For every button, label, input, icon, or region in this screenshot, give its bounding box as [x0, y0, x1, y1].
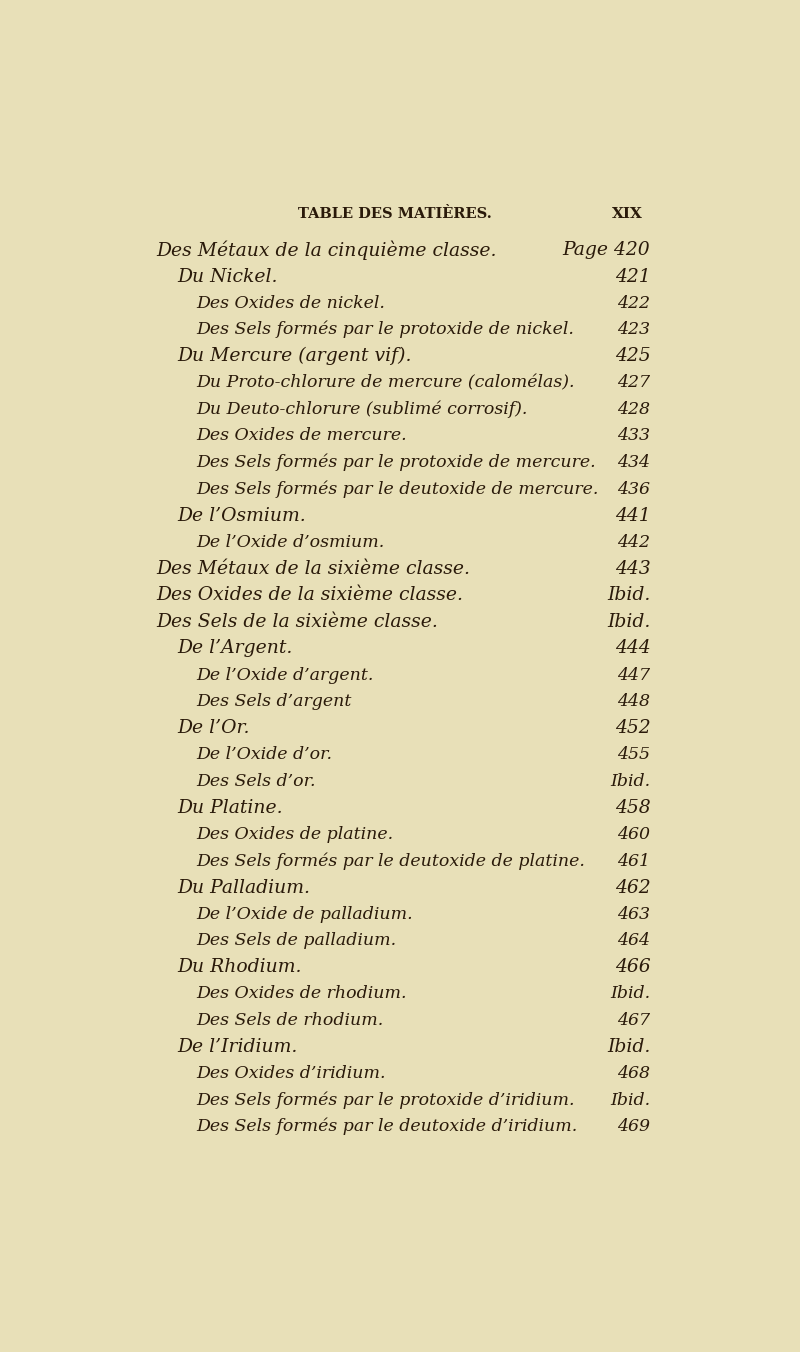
Text: Des Sels formés par le deutoxide d’iridium.: Des Sels formés par le deutoxide d’iridi…: [196, 1118, 578, 1136]
Text: Ibid.: Ibid.: [607, 587, 650, 604]
Text: 421: 421: [614, 268, 650, 285]
Text: 441: 441: [614, 507, 650, 525]
Text: 428: 428: [618, 402, 650, 418]
Text: 443: 443: [614, 560, 650, 577]
Text: De l’Iridium.: De l’Iridium.: [178, 1038, 298, 1056]
Text: Des Sels formés par le deutoxide de mercure.: Des Sels formés par le deutoxide de merc…: [196, 480, 598, 498]
Text: 425: 425: [614, 347, 650, 365]
Text: 433: 433: [618, 427, 650, 445]
Text: Des Oxides de nickel.: Des Oxides de nickel.: [196, 295, 385, 312]
Text: Ibid.: Ibid.: [610, 986, 650, 1002]
Text: De l’Oxide d’osmium.: De l’Oxide d’osmium.: [196, 534, 384, 550]
Text: 455: 455: [618, 746, 650, 764]
Text: Ibid.: Ibid.: [607, 612, 650, 631]
Text: Des Sels de la sixième classe.: Des Sels de la sixième classe.: [156, 612, 438, 631]
Text: 466: 466: [614, 959, 650, 976]
Text: 436: 436: [618, 480, 650, 498]
Text: De l’Osmium.: De l’Osmium.: [178, 507, 306, 525]
Text: 462: 462: [614, 879, 650, 896]
Text: 463: 463: [618, 906, 650, 922]
Text: 467: 467: [618, 1011, 650, 1029]
Text: 422: 422: [618, 295, 650, 312]
Text: Des Sels formés par le deutoxide de platine.: Des Sels formés par le deutoxide de plat…: [196, 852, 585, 869]
Text: Des Sels de rhodium.: Des Sels de rhodium.: [196, 1011, 383, 1029]
Text: De l’Or.: De l’Or.: [178, 719, 250, 737]
Text: Des Sels formés par le protoxide de mercure.: Des Sels formés par le protoxide de merc…: [196, 454, 596, 472]
Text: Ibid.: Ibid.: [610, 773, 650, 790]
Text: Du Platine.: Du Platine.: [178, 799, 283, 817]
Text: Des Oxides de mercure.: Des Oxides de mercure.: [196, 427, 406, 445]
Text: 442: 442: [618, 534, 650, 550]
Text: 447: 447: [618, 667, 650, 684]
Text: Ibid.: Ibid.: [607, 1038, 650, 1056]
Text: 423: 423: [618, 322, 650, 338]
Text: De l’Oxide d’or.: De l’Oxide d’or.: [196, 746, 332, 764]
Text: 444: 444: [614, 639, 650, 657]
Text: Des Sels d’or.: Des Sels d’or.: [196, 773, 315, 790]
Text: Du Rhodium.: Du Rhodium.: [178, 959, 302, 976]
Text: De l’Oxide d’argent.: De l’Oxide d’argent.: [196, 667, 374, 684]
Text: De l’Argent.: De l’Argent.: [178, 639, 293, 657]
Text: Des Sels de palladium.: Des Sels de palladium.: [196, 933, 396, 949]
Text: Des Sels formés par le protoxide d’iridium.: Des Sels formés par le protoxide d’iridi…: [196, 1091, 574, 1109]
Text: Ibid.: Ibid.: [610, 1091, 650, 1109]
Text: 458: 458: [614, 799, 650, 817]
Text: Du Mercure (argent vif).: Du Mercure (argent vif).: [178, 347, 412, 365]
Text: Des Oxides d’iridium.: Des Oxides d’iridium.: [196, 1065, 386, 1082]
Text: 461: 461: [618, 853, 650, 869]
Text: Du Nickel.: Du Nickel.: [178, 268, 278, 285]
Text: 464: 464: [618, 933, 650, 949]
Text: Du Deuto-chlorure (sublimé corrosif).: Du Deuto-chlorure (sublimé corrosif).: [196, 400, 527, 418]
Text: Du Proto-chlorure de mercure (calomélas).: Du Proto-chlorure de mercure (calomélas)…: [196, 375, 574, 391]
Text: 469: 469: [618, 1118, 650, 1136]
Text: XIX: XIX: [611, 207, 642, 220]
Text: 468: 468: [618, 1065, 650, 1082]
Text: Des Sels formés par le protoxide de nickel.: Des Sels formés par le protoxide de nick…: [196, 320, 574, 338]
Text: 434: 434: [618, 454, 650, 470]
Text: Des Oxides de rhodium.: Des Oxides de rhodium.: [196, 986, 406, 1002]
Text: 427: 427: [618, 375, 650, 391]
Text: Des Métaux de la cinquième classe.: Des Métaux de la cinquième classe.: [156, 241, 496, 260]
Text: Des Sels d’argent: Des Sels d’argent: [196, 694, 351, 710]
Text: 448: 448: [618, 694, 650, 710]
Text: 452: 452: [614, 719, 650, 737]
Text: TABLE DES MATIÈRES.: TABLE DES MATIÈRES.: [298, 207, 491, 220]
Text: 460: 460: [618, 826, 650, 842]
Text: De l’Oxide de palladium.: De l’Oxide de palladium.: [196, 906, 413, 922]
Text: Des Oxides de la sixième classe.: Des Oxides de la sixième classe.: [156, 587, 462, 604]
Text: Des Métaux de la sixième classe.: Des Métaux de la sixième classe.: [156, 560, 470, 577]
Text: Des Oxides de platine.: Des Oxides de platine.: [196, 826, 394, 842]
Text: Du Palladium.: Du Palladium.: [178, 879, 310, 896]
Text: Page 420: Page 420: [562, 241, 650, 260]
